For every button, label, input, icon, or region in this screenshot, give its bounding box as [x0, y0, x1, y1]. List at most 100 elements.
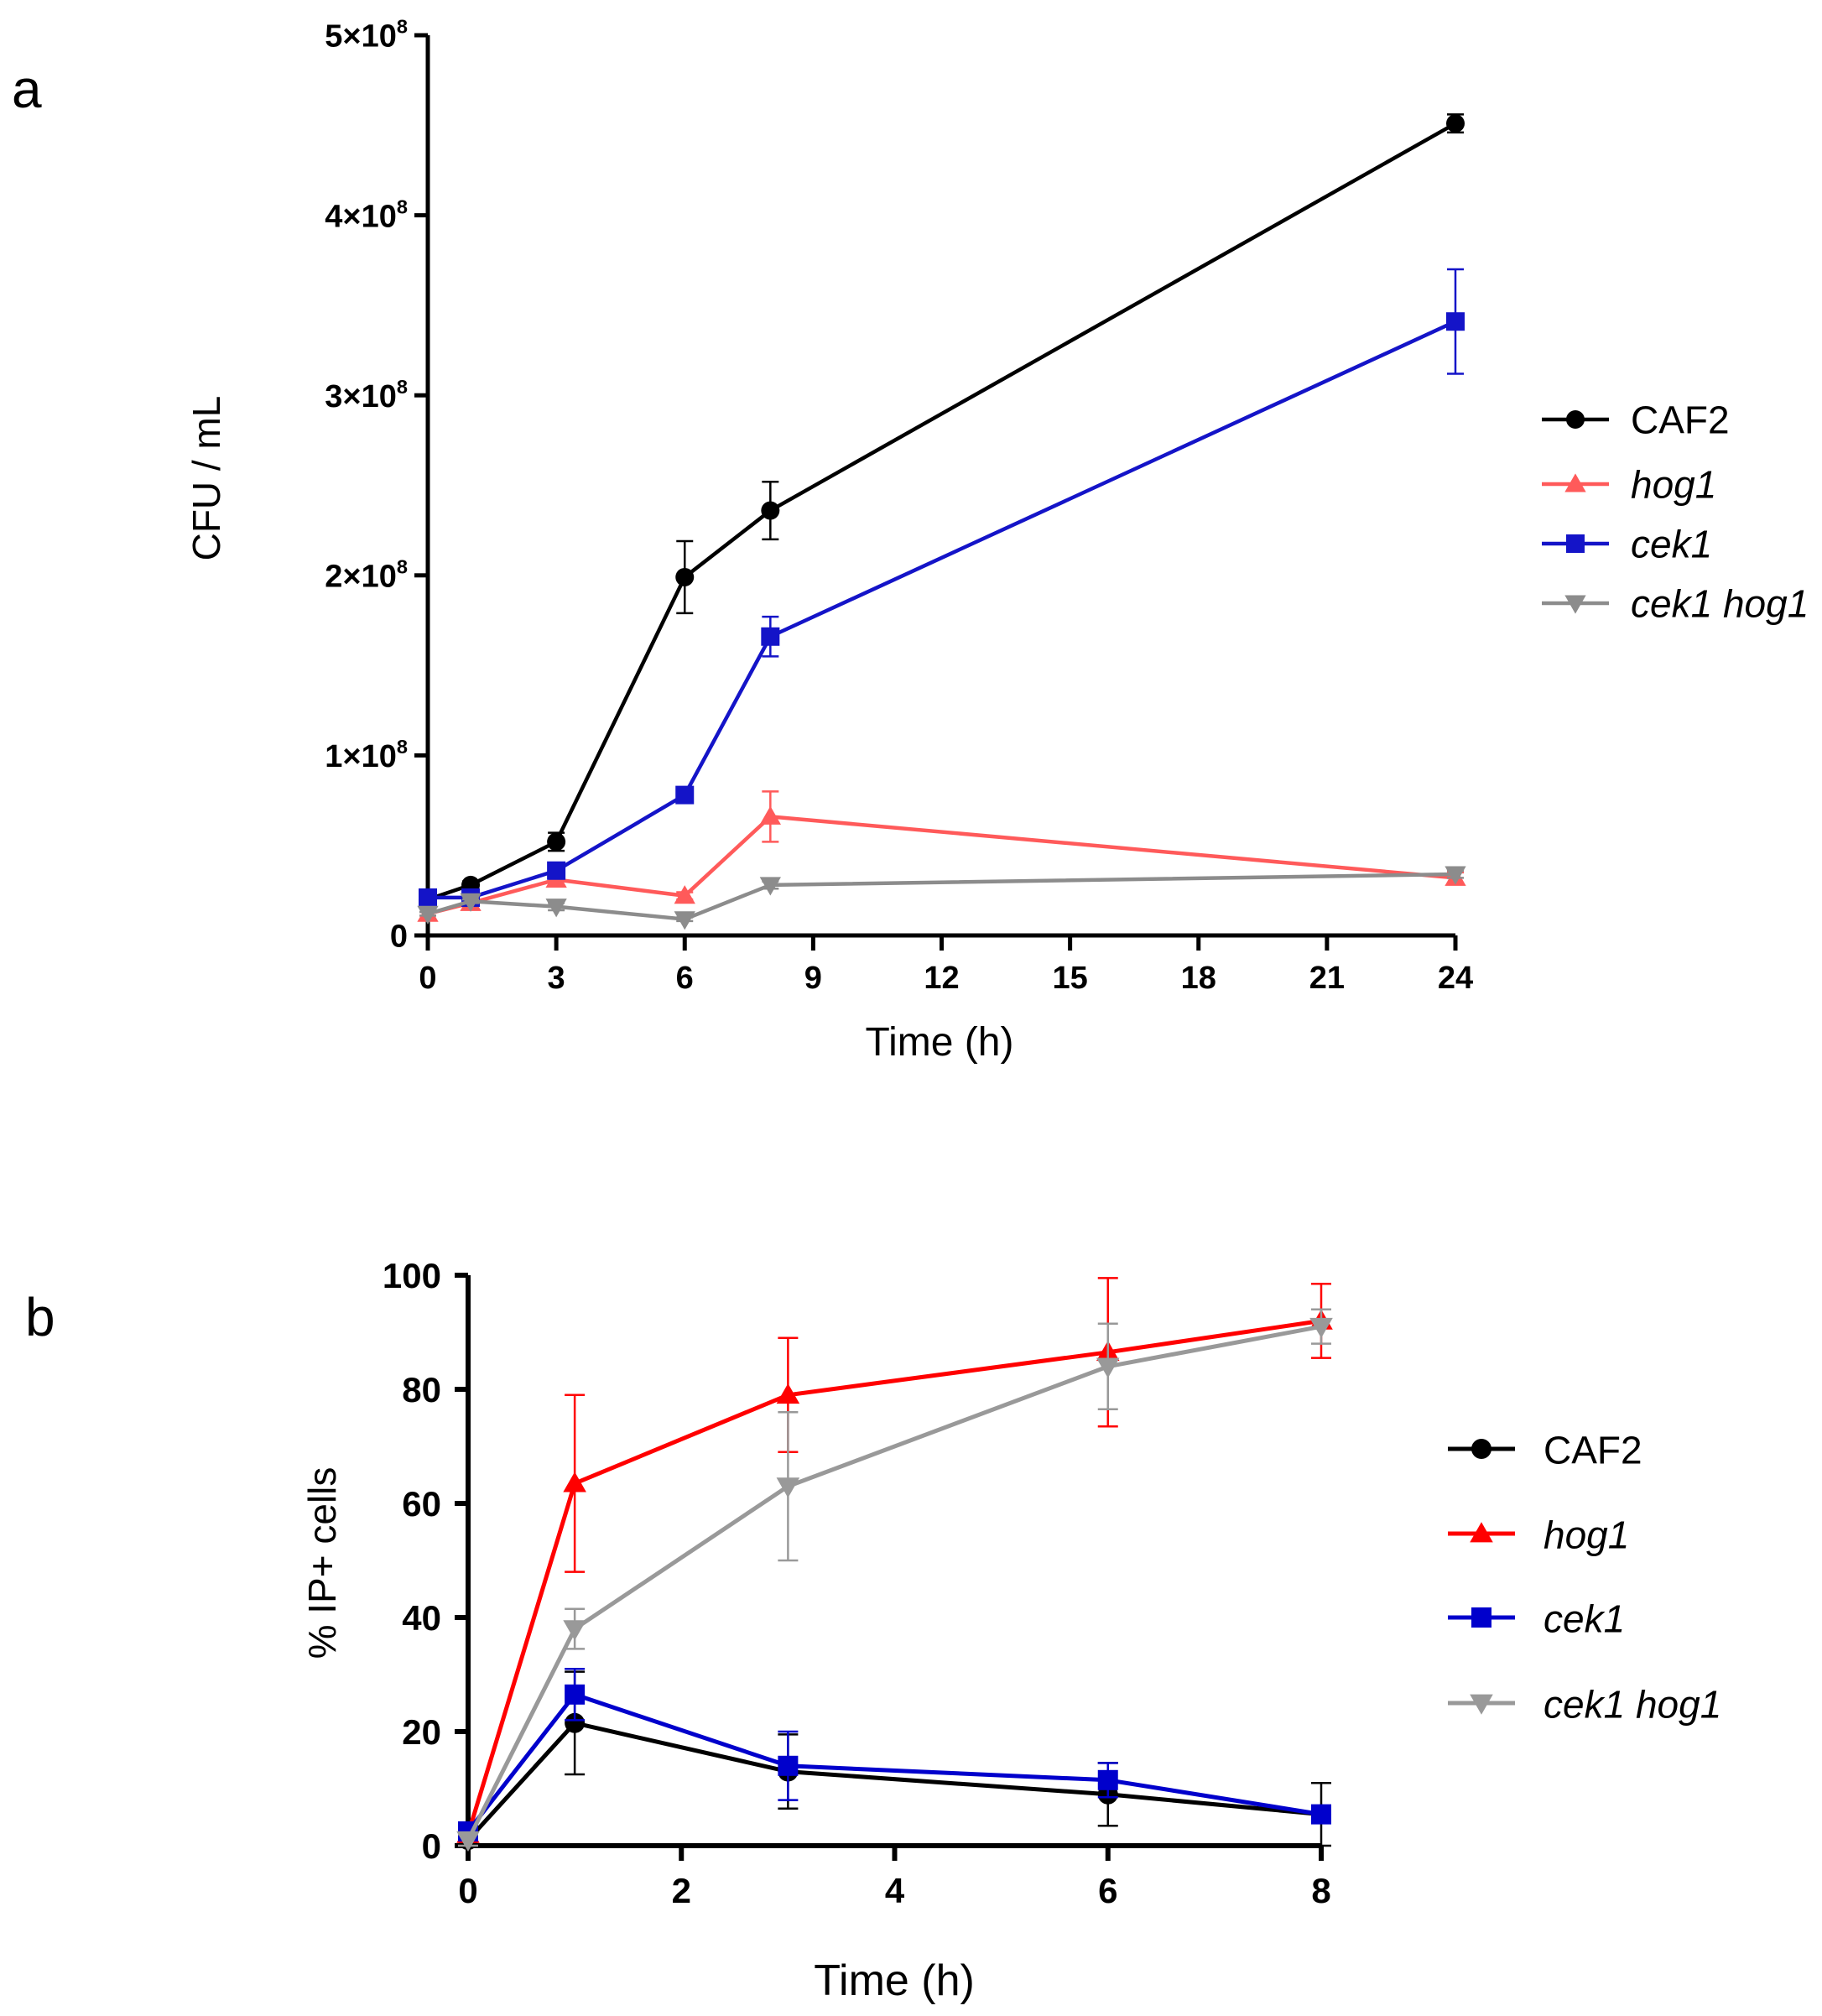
data-point [674, 885, 695, 904]
y-tick-label: 0 [422, 1826, 441, 1866]
panel-b-x-axis-title: Time (h) [814, 1956, 975, 2005]
legend-marker [1564, 595, 1586, 614]
panel-a-axes: 0 1×108 2×108 3×108 4×108 5×108 0 3 6 9 12 15 18 21 24 [325, 16, 1473, 996]
legend-item-cek1: cek1 [1542, 523, 1712, 566]
panel-a: a 0 1×108 2×108 3×108 4×108 5×108 0 3 6 9 12 15 18 21… [12, 16, 1809, 1065]
data-point [460, 893, 482, 912]
legend-label: hog1 [1631, 463, 1716, 507]
series-line-cek1-hog1 [466, 1324, 1322, 1841]
legend-label: CAF2 [1631, 399, 1730, 442]
x-tick-label: 21 [1309, 961, 1345, 996]
y-tick-label: 0 [390, 919, 408, 955]
y-tick-label: 3×108 [325, 376, 408, 414]
data-point [565, 1684, 586, 1705]
x-tick-label: 0 [458, 1871, 477, 1910]
legend-label: cek1 [1631, 523, 1712, 566]
y-tick-label: 40 [402, 1598, 441, 1638]
series-line-cek1 [428, 320, 1456, 900]
x-tick-label: 3 [548, 961, 565, 996]
data-point [545, 899, 567, 918]
series-cek1 [419, 268, 1465, 907]
data-point [1309, 1317, 1333, 1338]
data-point [1446, 312, 1465, 331]
data-point [761, 501, 780, 520]
data-point [1096, 1357, 1120, 1378]
y-tick-label: 1×108 [325, 736, 408, 774]
panel-b-y-axis-title: % IP+ cells [300, 1467, 344, 1659]
x-tick-label: 6 [1098, 1871, 1117, 1910]
legend-label: cek1 hog1 [1543, 1682, 1721, 1726]
legend-item-cek1: cek1 [1448, 1597, 1625, 1640]
legend-item-caf2: CAF2 [1542, 399, 1730, 442]
y-tick-label: 100 [383, 1256, 441, 1295]
data-point [674, 911, 695, 930]
legend-marker [1566, 410, 1585, 429]
legend-item-hog1: hog1 [1448, 1513, 1629, 1556]
panel-a-x-axis-title: Time (h) [866, 1020, 1014, 1065]
series-line-hog1 [427, 815, 1456, 916]
legend-item-cek1-hog1: cek1 hog1 [1542, 582, 1809, 626]
legend-marker [1470, 1694, 1493, 1715]
panel-a-label: a [12, 59, 42, 119]
panel-b-series [456, 1277, 1333, 1852]
data-point [1446, 114, 1465, 133]
x-tick-label: 24 [1438, 961, 1473, 996]
legend-label: hog1 [1543, 1513, 1629, 1556]
legend-marker [1471, 1607, 1491, 1628]
data-point [563, 1472, 586, 1492]
x-tick-label: 4 [885, 1871, 905, 1910]
panel-a-series [417, 113, 1466, 930]
panel-a-legend: CAF2 hog1 cek1 cek1 hog1 [1542, 399, 1809, 626]
series-cek1 [458, 1667, 1331, 1841]
data-point [761, 627, 780, 646]
legend-marker [1471, 1439, 1491, 1459]
legend-marker [1564, 473, 1586, 492]
series-line-hog1 [466, 1318, 1322, 1836]
data-point [547, 861, 566, 880]
x-tick-label: 18 [1181, 961, 1216, 996]
data-point [419, 888, 437, 907]
data-point [1445, 866, 1466, 885]
data-point [547, 832, 566, 852]
data-point [417, 905, 439, 925]
legend-label: CAF2 [1543, 1428, 1642, 1472]
series-cek1-hog1 [417, 866, 1466, 930]
x-tick-label: 12 [924, 961, 959, 996]
legend-item-hog1: hog1 [1542, 463, 1716, 507]
data-point [1311, 1804, 1331, 1825]
legend-item-caf2: CAF2 [1448, 1428, 1642, 1472]
y-tick-label: 5×108 [325, 16, 408, 55]
y-tick-label: 60 [402, 1484, 441, 1524]
series-hog1 [417, 790, 1466, 922]
series-hog1 [456, 1277, 1333, 1843]
x-tick-label: 15 [1052, 961, 1087, 996]
data-point [776, 1383, 800, 1404]
panel-b-axes: 0 20 40 60 80 100 0 2 4 6 8 [383, 1256, 1331, 1910]
y-tick-label: 80 [402, 1370, 441, 1409]
x-tick-label: 8 [1311, 1871, 1330, 1910]
data-point [759, 877, 781, 896]
data-point [778, 1755, 799, 1776]
panel-b-legend: CAF2 hog1 cek1 cek1 hog1 [1448, 1428, 1721, 1726]
panel-b: b 0 20 40 60 80 100 0 2 4 6 8 Time (h) % IP+ cells… [25, 1256, 1721, 2005]
x-tick-label: 2 [672, 1871, 691, 1910]
legend-label: cek1 hog1 [1631, 582, 1809, 626]
x-tick-label: 9 [804, 961, 822, 996]
y-tick-label: 2×108 [325, 556, 408, 595]
data-point [759, 805, 781, 825]
panel-b-label: b [25, 1287, 55, 1347]
x-tick-label: 0 [419, 961, 436, 996]
data-point [776, 1477, 800, 1498]
legend-marker [1566, 534, 1585, 553]
data-point [456, 1831, 480, 1852]
x-tick-label: 6 [676, 961, 694, 996]
series-line-caf2 [466, 1721, 1322, 1841]
series-line-cek1 [466, 1692, 1322, 1833]
data-point [1097, 1769, 1118, 1790]
y-tick-label: 20 [402, 1712, 441, 1752]
legend-item-cek1-hog1: cek1 hog1 [1448, 1682, 1721, 1726]
data-point [565, 1712, 586, 1733]
series-caf2 [419, 113, 1465, 909]
y-tick-label: 4×108 [325, 195, 408, 234]
